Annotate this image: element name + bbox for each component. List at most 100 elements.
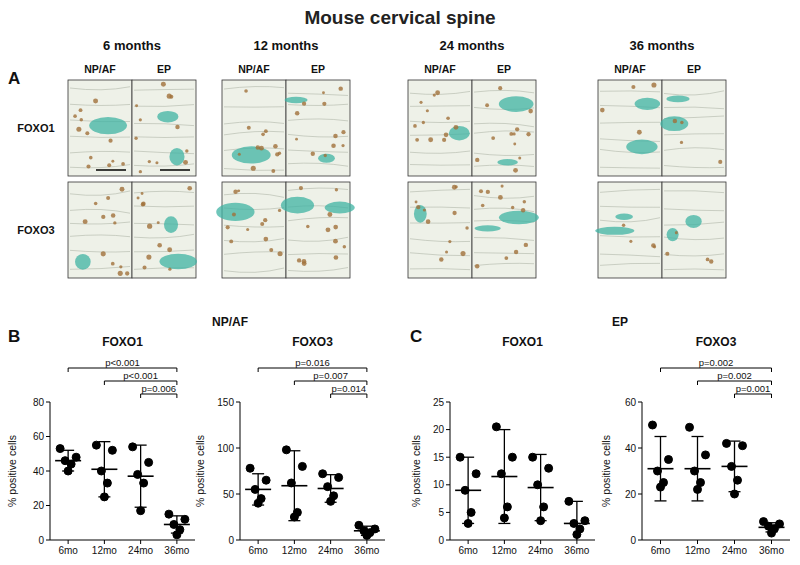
x-tick-label: 12mo <box>92 545 117 556</box>
tissue-fiber <box>70 235 130 237</box>
mean-line <box>128 475 154 477</box>
data-point <box>545 464 553 472</box>
data-point <box>262 476 270 484</box>
micrograph <box>68 80 132 176</box>
figure-title: Mouse cervical spine <box>304 7 495 28</box>
stain-blob <box>159 254 196 270</box>
error-bar-stem <box>576 501 577 540</box>
tissue-fiber <box>410 105 470 107</box>
micrograph-frame <box>286 80 350 176</box>
stained-nucleus <box>259 146 264 151</box>
micrograph-frame <box>222 182 286 278</box>
error-bar-cap <box>361 535 373 536</box>
panel-label: B <box>8 327 20 346</box>
micrograph-frame <box>68 182 132 278</box>
age-header: 24 months <box>439 38 504 53</box>
stained-nucleus <box>269 248 273 252</box>
mean-line <box>685 468 711 470</box>
x-tick <box>140 540 141 544</box>
micrograph <box>132 182 197 278</box>
y-axis <box>450 402 451 540</box>
p-value-label: p=0.006 <box>141 383 176 394</box>
data-point <box>702 451 710 459</box>
compartment-header: NP/AF <box>424 63 456 75</box>
stained-nucleus <box>335 188 338 191</box>
stain-blob <box>325 202 355 214</box>
x-tick <box>366 540 367 544</box>
plot-area <box>245 446 380 540</box>
y-tick <box>638 540 642 541</box>
stained-nucleus <box>673 119 677 123</box>
y-tick-label: 10 <box>433 479 445 490</box>
tissue-fiber <box>288 188 348 190</box>
stained-nucleus <box>141 202 145 206</box>
tissue-fiber <box>134 234 194 238</box>
stained-nucleus <box>277 251 282 256</box>
stained-nucleus <box>498 86 502 90</box>
y-tick <box>46 402 50 403</box>
stained-nucleus <box>433 93 436 96</box>
stain-blob <box>164 216 178 233</box>
stained-nucleus <box>333 225 338 230</box>
error-bar-cap <box>692 436 704 437</box>
micrograph-frame <box>132 80 196 176</box>
stained-nucleus <box>445 250 448 253</box>
stained-nucleus <box>498 195 503 200</box>
tissue-fiber <box>664 91 724 95</box>
y-tick-label: 60 <box>33 431 45 442</box>
stained-nucleus <box>637 130 642 135</box>
stained-nucleus <box>106 196 110 200</box>
row-label: FOXO1 <box>17 122 54 134</box>
stained-nucleus <box>232 212 236 216</box>
tissue-fiber <box>664 209 724 211</box>
x-tick <box>468 540 469 544</box>
y-tick <box>46 505 50 506</box>
stained-nucleus <box>631 85 635 89</box>
y-tick-label: 15 <box>433 452 445 463</box>
tissue-fiber <box>288 104 348 105</box>
stained-nucleus <box>168 268 171 271</box>
stained-nucleus <box>247 126 251 130</box>
stain-blob <box>414 205 427 223</box>
panel-label: C <box>410 327 422 346</box>
stained-nucleus <box>481 204 485 208</box>
stained-nucleus <box>101 251 106 256</box>
data-point <box>56 445 64 453</box>
tissue-fiber <box>410 269 470 270</box>
x-tick-label: 6mo <box>58 545 78 556</box>
micrograph <box>132 80 196 176</box>
tissue-fiber <box>224 268 284 272</box>
y-tick-label: 25 <box>433 397 445 408</box>
data-point <box>246 464 254 472</box>
y-tick-label: 150 <box>217 397 234 408</box>
stained-nucleus <box>415 138 419 142</box>
x-tick-label: 24mo <box>528 545 553 556</box>
stained-nucleus <box>465 226 468 229</box>
stained-nucleus <box>297 258 301 262</box>
tissue-fiber <box>288 163 348 166</box>
micrograph <box>598 80 662 176</box>
stained-nucleus <box>295 111 300 116</box>
stained-nucleus <box>187 186 192 191</box>
stained-nucleus <box>523 200 526 203</box>
tissue-fiber <box>664 148 724 151</box>
stained-nucleus <box>93 98 98 103</box>
stained-nucleus <box>426 219 431 224</box>
tissue-fiber <box>134 105 194 107</box>
micrograph-frame <box>598 80 662 176</box>
mean-line <box>491 476 517 478</box>
tissue-fiber <box>134 136 194 138</box>
stained-nucleus <box>448 240 451 243</box>
chart-title: FOXO1 <box>102 335 143 349</box>
stained-nucleus <box>167 94 172 99</box>
stained-nucleus <box>485 103 489 107</box>
x-tick <box>176 540 177 544</box>
tissue-fiber <box>288 134 348 137</box>
data-point <box>319 470 327 478</box>
tissue-fiber <box>70 151 130 153</box>
stained-nucleus <box>341 130 345 134</box>
tissue-fiber <box>134 151 194 154</box>
tissue-fiber <box>410 151 470 153</box>
stained-nucleus <box>334 255 339 260</box>
significance-bracket <box>735 394 772 398</box>
